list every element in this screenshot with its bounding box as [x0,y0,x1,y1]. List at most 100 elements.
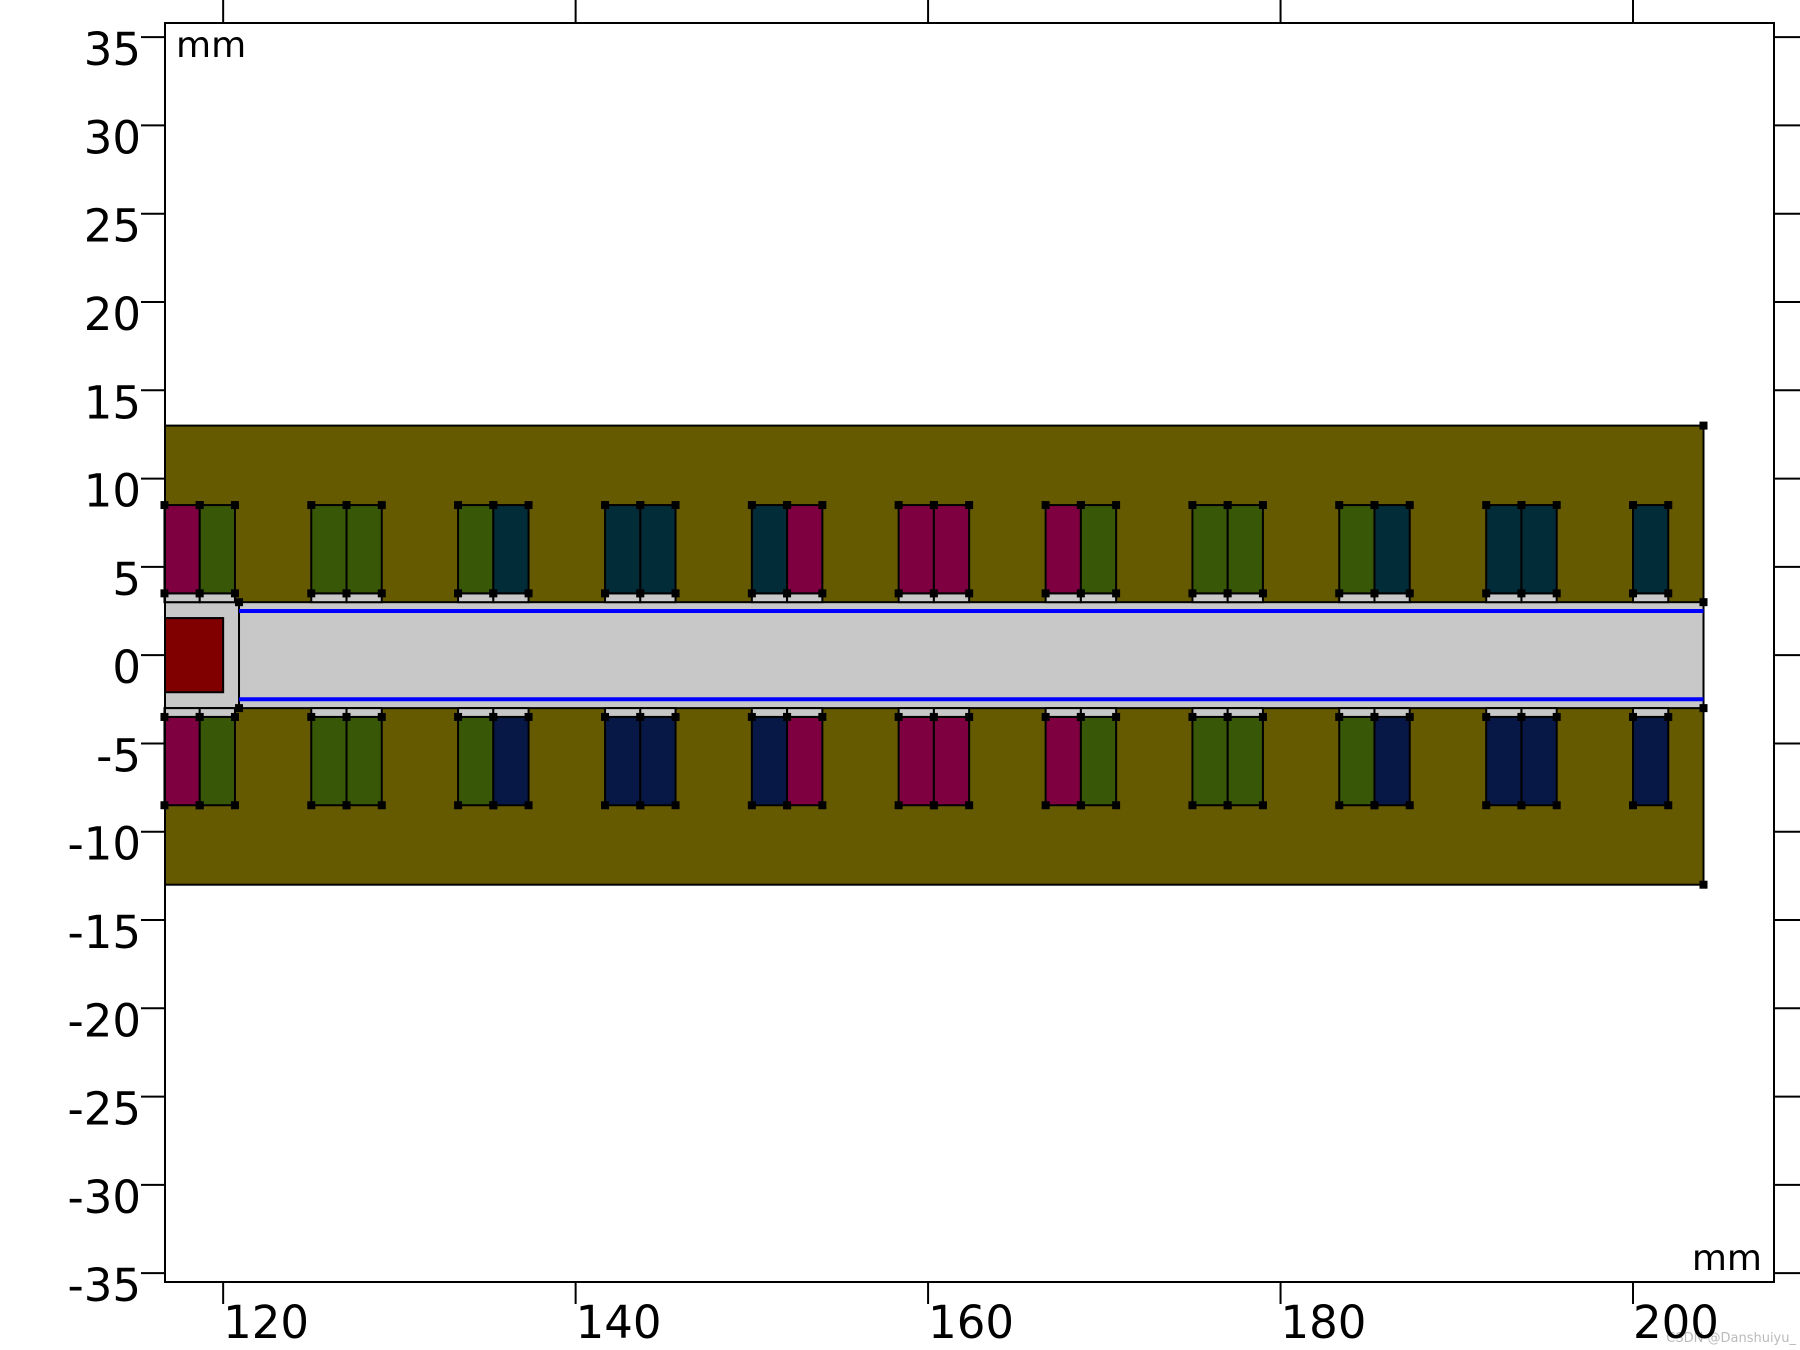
vertex [1041,589,1050,598]
vertex [636,501,645,510]
coil-top [310,504,348,595]
coil-bottom [932,715,971,807]
coil-top [492,504,530,595]
vertex [489,801,498,810]
vertex [1370,712,1379,721]
coil-bottom [1226,715,1264,807]
vertex [965,712,974,721]
coil-spacer [1338,592,1376,604]
y-tick-label: 10 [84,465,141,518]
vertex [377,501,386,510]
vertex [377,589,386,598]
x-tick-label: 140 [576,1296,662,1349]
coil-spacer [1191,707,1229,718]
vertex [601,589,610,598]
vertex [489,712,498,721]
coil-spacer [1373,592,1411,604]
y-tick-label: 25 [84,200,141,253]
vertex [747,501,756,510]
coil-spacer [786,592,824,604]
vertex [1699,880,1708,889]
vertex [671,589,680,598]
coil-bottom [604,715,642,807]
coil-spacer [1485,707,1523,718]
vertex [1223,589,1232,598]
tube [238,601,1705,710]
coil-bottom [163,715,201,807]
vertex [1370,589,1379,598]
y-tick-label: -30 [68,1171,142,1224]
vertex [894,589,903,598]
y-tick-label: 0 [112,641,141,694]
vertex [1482,712,1491,721]
coil-bottom [198,715,236,807]
vertex [1258,501,1267,510]
coil-spacer [750,592,789,604]
vertex [1112,501,1121,510]
x-unit: mm [1692,1238,1762,1279]
vertex [489,501,498,510]
x-tick-label: 200 [1633,1296,1719,1349]
coil-spacer [750,707,789,718]
vertex [783,589,792,598]
vertex [1370,501,1379,510]
vertex [1405,712,1414,721]
coil-spacer [198,592,236,604]
coil-spacer [604,592,642,604]
vertex [454,501,463,510]
vertex [230,501,239,510]
vertex [1258,589,1267,598]
y-tick-label: 15 [84,376,141,429]
coil-spacer [492,707,530,718]
coil-bottom [457,715,495,807]
vertex [307,712,316,721]
vertex [307,801,316,810]
y-tick-label: -5 [96,729,141,782]
vertex [1405,589,1414,598]
vertex [929,712,938,721]
coil-bottom [1520,715,1558,807]
vertex [671,712,680,721]
vertex [1629,801,1638,810]
vertex [454,712,463,721]
coil-spacer [932,707,971,718]
vertex [747,801,756,810]
vertex [1258,801,1267,810]
coil-top [198,504,236,595]
vertex [1370,801,1379,810]
coil-spacer [639,592,677,604]
vertex [1552,712,1561,721]
coil-bottom [1338,715,1376,807]
coil-top [1079,504,1118,595]
vertex [235,704,244,713]
vertex [1076,712,1085,721]
coil-spacer [1338,707,1376,718]
y-tick-label: -35 [68,1259,142,1312]
vertex [1405,801,1414,810]
coil-bottom [1373,715,1411,807]
vertex [1076,801,1085,810]
coil-spacer [1191,592,1229,604]
vertex [230,589,239,598]
vertex [1664,501,1673,510]
coil-bottom [1191,715,1229,807]
coil-spacer [457,592,495,604]
vertex [929,801,938,810]
vertex [1699,421,1708,430]
vertex [1188,501,1197,510]
vertex [1335,501,1344,510]
coil-top [1373,504,1411,595]
x-tick-label: 120 [223,1296,309,1349]
vertex [1076,501,1085,510]
vertex [965,501,974,510]
vertex [1041,801,1050,810]
coil-bottom [750,715,789,807]
y-tick-label: -25 [68,1083,142,1136]
coil-top [639,504,677,595]
coil-top [1632,504,1670,595]
vertex [454,589,463,598]
vertex [1629,501,1638,510]
coil-top [1485,504,1523,595]
vertex [818,801,827,810]
x-tick-label: 160 [928,1296,1014,1349]
